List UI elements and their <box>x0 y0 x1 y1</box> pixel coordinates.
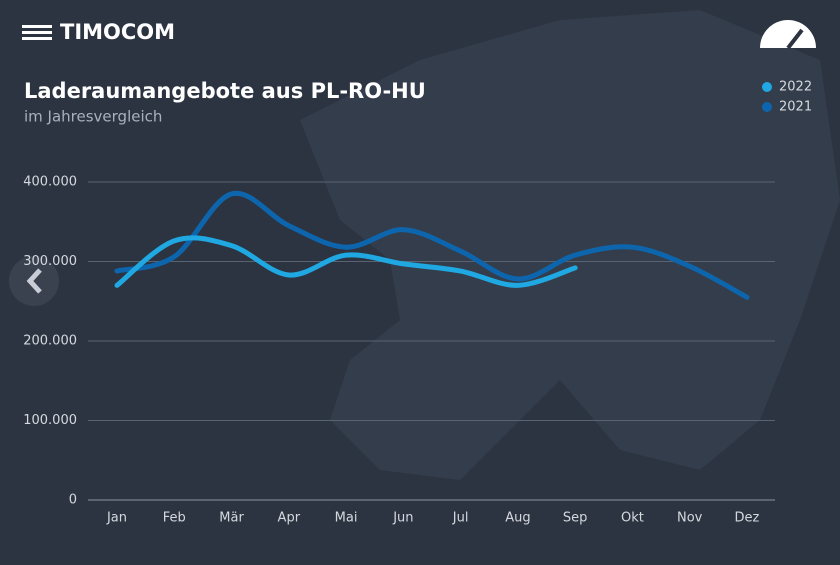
x-tick-label: Mai <box>335 511 358 526</box>
x-tick-label: Feb <box>163 511 186 526</box>
x-tick-label: Dez <box>735 511 760 526</box>
x-tick-label: Jun <box>392 511 413 526</box>
legend-label: 2022 <box>779 80 812 95</box>
x-tick-label: Aug <box>505 511 530 526</box>
legend-label: 2021 <box>779 100 812 115</box>
gauge-icon[interactable] <box>760 20 816 50</box>
x-tick-label: Sep <box>563 511 588 526</box>
y-tick-label: 400.000 <box>23 175 77 190</box>
x-tick-label: Okt <box>621 511 644 526</box>
chart-subtitle: im Jahresvergleich <box>24 108 162 126</box>
chart-title: Laderaumangebote aus PL-RO-HU <box>24 79 426 103</box>
x-tick-label: Jul <box>452 511 469 526</box>
legend-swatch <box>762 82 772 92</box>
x-tick-label: Apr <box>278 511 301 526</box>
series-line <box>114 235 578 288</box>
legend-swatch <box>762 102 772 112</box>
prev-button[interactable] <box>9 256 59 306</box>
y-tick-label: 300.000 <box>23 254 77 269</box>
y-tick-label: 100.000 <box>23 413 77 428</box>
map-background <box>300 10 840 480</box>
brand-name: TIMOCOM <box>60 20 175 44</box>
x-tick-label: Jan <box>106 511 127 526</box>
y-tick-label: 200.000 <box>23 334 77 349</box>
brand-logo <box>22 25 52 40</box>
series-line <box>114 190 750 300</box>
y-tick-label: 0 <box>69 493 77 508</box>
plot: 0 100.000 200.000 300.000 400.000 Jan Feb Mär Ap… <box>23 175 775 526</box>
x-tick-label: Mär <box>219 511 244 526</box>
x-tick-label: Nov <box>677 511 703 526</box>
